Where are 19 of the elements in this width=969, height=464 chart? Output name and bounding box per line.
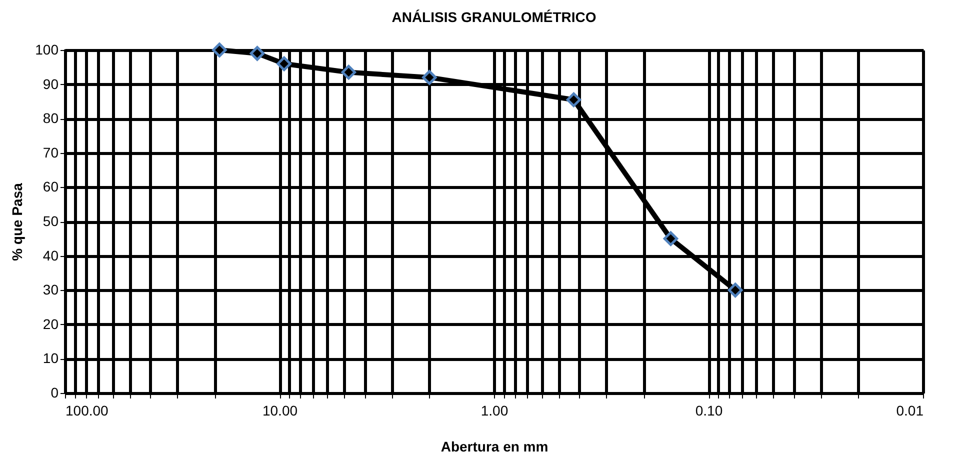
y-tick-label: 0	[50, 384, 59, 400]
y-tick-label: 100	[35, 42, 59, 58]
x-axis-title: Abertura en mm	[440, 438, 548, 454]
y-tick-label: 80	[42, 110, 59, 126]
y-tick-label: 70	[42, 144, 59, 160]
y-tick-label: 90	[42, 76, 59, 92]
x-tick-label: 0.10	[695, 402, 723, 418]
x-tick-label: 100.00	[66, 402, 109, 418]
y-tick-label: 40	[42, 247, 59, 264]
chart-title: ANÁLISIS GRANULOMÉTRICO	[392, 8, 596, 25]
y-tick-label: 30	[42, 282, 59, 298]
y-tick-label: 50	[42, 213, 59, 229]
x-tick-label: 1.00	[480, 402, 508, 418]
y-tick-label: 20	[42, 316, 59, 332]
y-axis-title: % que Pasa	[9, 182, 26, 261]
x-tick-label: 0.01	[896, 402, 924, 418]
x-tick-label: 10.00	[262, 402, 298, 418]
y-tick-label: 60	[42, 178, 59, 195]
y-tick-label: 10	[42, 350, 59, 366]
